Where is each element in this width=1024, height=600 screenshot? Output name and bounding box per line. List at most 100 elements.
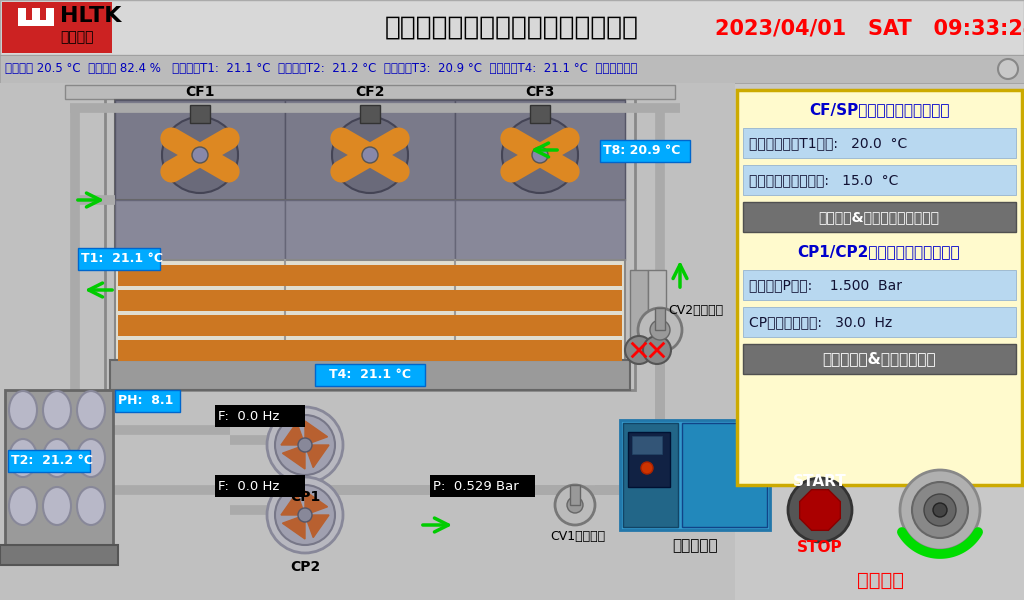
Bar — [743, 307, 1016, 337]
Bar — [118, 340, 622, 361]
Polygon shape — [283, 515, 305, 539]
Text: T4:  21.1 °C: T4: 21.1 °C — [329, 368, 411, 382]
Bar — [743, 344, 1016, 374]
Bar — [682, 423, 767, 527]
Bar — [18, 20, 54, 26]
Bar — [115, 100, 285, 200]
Bar — [65, 85, 675, 99]
Bar — [115, 200, 285, 260]
Circle shape — [567, 497, 583, 513]
Ellipse shape — [77, 487, 105, 525]
Bar — [215, 405, 305, 427]
Text: CP手动频率设定:   30.0  Hz: CP手动频率设定: 30.0 Hz — [749, 315, 892, 329]
Text: CP1/CP2供水水泵控制参数设定: CP1/CP2供水水泵控制参数设定 — [798, 245, 961, 259]
Bar — [570, 485, 580, 505]
Circle shape — [998, 59, 1018, 79]
Bar — [110, 360, 630, 390]
Circle shape — [532, 147, 548, 163]
Ellipse shape — [77, 439, 105, 477]
Text: STOP: STOP — [798, 541, 843, 556]
Text: P:  0.529 Bar: P: 0.529 Bar — [433, 479, 519, 493]
Text: 智慧节能闭式冷却系统工艺监控界面: 智慧节能闭式冷却系统工艺监控界面 — [385, 15, 639, 41]
Bar — [115, 260, 625, 360]
Bar — [32, 8, 40, 26]
Circle shape — [924, 494, 956, 526]
Circle shape — [912, 482, 968, 538]
Circle shape — [933, 503, 947, 517]
Circle shape — [638, 308, 682, 352]
Bar — [118, 315, 622, 336]
Polygon shape — [800, 490, 841, 530]
Text: 2023/04/01   SAT   09:33:24: 2023/04/01 SAT 09:33:24 — [715, 18, 1024, 38]
Text: F:  0.0 Hz: F: 0.0 Hz — [218, 409, 280, 422]
Ellipse shape — [43, 391, 71, 429]
Bar — [630, 270, 648, 355]
Circle shape — [641, 462, 653, 474]
Bar — [620, 420, 770, 530]
Circle shape — [650, 320, 670, 340]
Bar — [530, 105, 550, 123]
Text: 水塔风机&底盆水防冻参数设置: 水塔风机&底盆水防冻参数设置 — [818, 210, 939, 224]
Text: 空压机设备: 空压机设备 — [672, 539, 718, 553]
Circle shape — [267, 477, 343, 553]
Ellipse shape — [9, 439, 37, 477]
Circle shape — [625, 336, 653, 364]
Text: 闭塔内循环&防冻参数设置: 闭塔内循环&防冻参数设置 — [822, 352, 936, 367]
Circle shape — [298, 508, 312, 522]
Circle shape — [643, 336, 671, 364]
Circle shape — [900, 470, 980, 550]
Text: 一键启动: 一键启动 — [856, 571, 903, 589]
Bar — [46, 8, 54, 26]
Text: HLTK: HLTK — [60, 6, 122, 26]
Text: CF1: CF1 — [185, 85, 215, 99]
Bar — [743, 202, 1016, 232]
Polygon shape — [281, 422, 305, 445]
Text: CV2电动蝶阀: CV2电动蝶阀 — [668, 304, 723, 317]
Text: START: START — [794, 475, 847, 490]
Bar — [455, 100, 625, 200]
Bar — [0, 545, 118, 565]
Circle shape — [298, 438, 312, 452]
Bar — [78, 248, 160, 270]
Bar — [0, 0, 1024, 55]
Ellipse shape — [43, 439, 71, 477]
Bar — [5, 390, 113, 545]
Bar — [632, 436, 662, 454]
Text: CF3: CF3 — [525, 85, 555, 99]
Bar — [0, 83, 735, 600]
Circle shape — [788, 478, 852, 542]
Text: 华利智成: 华利智成 — [60, 30, 93, 44]
Text: 供水压力P设定:    1.500  Bar: 供水压力P设定: 1.500 Bar — [749, 278, 902, 292]
Bar — [2, 2, 112, 53]
Bar — [115, 200, 625, 260]
Circle shape — [332, 117, 408, 193]
Text: 环境温度 20.5 °C  环境湿度 82.4 %   供水温度T1:  21.1 °C  水箱温度T2:  21.2 °C  回水温度T3:  20.9 °C: 环境温度 20.5 °C 环境湿度 82.4 % 供水温度T1: 21.1 °C… — [5, 62, 637, 76]
Bar — [600, 140, 690, 162]
Circle shape — [267, 407, 343, 483]
Circle shape — [275, 415, 335, 475]
Text: CV1电动蝶阀: CV1电动蝶阀 — [550, 530, 605, 544]
Text: CF/SP环境温度控制参数设定: CF/SP环境温度控制参数设定 — [809, 103, 949, 118]
Bar — [628, 432, 670, 487]
Bar — [8, 450, 90, 472]
Bar — [360, 105, 380, 123]
Text: T2:  21.2 °C: T2: 21.2 °C — [11, 455, 93, 467]
Bar — [215, 475, 305, 497]
Bar — [315, 364, 425, 386]
Bar — [430, 475, 535, 497]
Bar — [743, 270, 1016, 300]
Circle shape — [162, 117, 238, 193]
Text: T1:  21.1 °C: T1: 21.1 °C — [81, 253, 163, 265]
Circle shape — [193, 147, 208, 163]
Text: CP2: CP2 — [290, 560, 321, 574]
Bar — [18, 8, 26, 26]
Ellipse shape — [43, 487, 71, 525]
Bar — [105, 90, 635, 390]
Bar — [115, 100, 625, 200]
Circle shape — [502, 117, 578, 193]
Text: T8: 20.9 °C: T8: 20.9 °C — [603, 145, 680, 157]
Bar — [743, 165, 1016, 195]
Polygon shape — [305, 515, 329, 538]
Text: 喷淋泵节能温度设定:   15.0  °C: 喷淋泵节能温度设定: 15.0 °C — [749, 173, 898, 187]
Text: F:  0.0 Hz: F: 0.0 Hz — [218, 479, 280, 493]
